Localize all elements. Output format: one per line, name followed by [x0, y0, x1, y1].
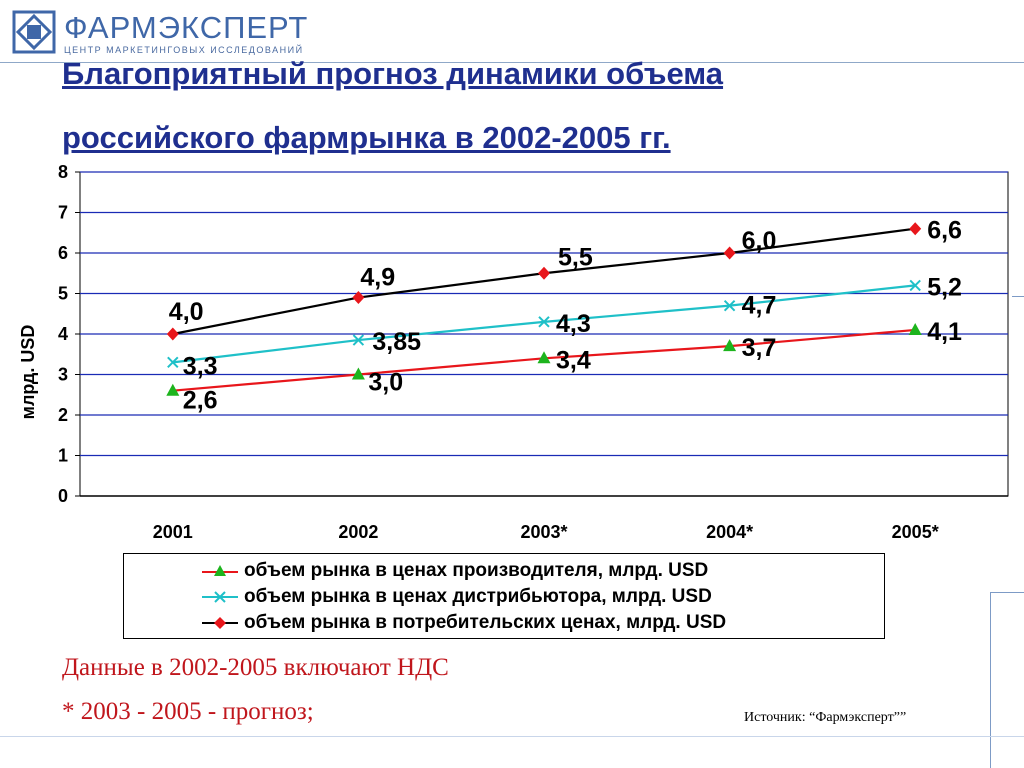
- legend-swatch-x-icon: [202, 591, 238, 603]
- data-point: [908, 322, 922, 335]
- brand-name: ФАРМЭКСПЕРТ: [64, 10, 309, 45]
- data-label: 3,7: [742, 334, 777, 362]
- x-tick-label: 2002: [338, 522, 378, 542]
- legend-label-distributor: объем рынка в ценах дистрибьютора, млрд.…: [244, 586, 712, 607]
- data-label: 3,3: [183, 352, 218, 380]
- data-label: 5,5: [558, 243, 593, 271]
- data-point: [352, 334, 365, 346]
- data-point-stroke: [723, 299, 736, 312]
- data-point: [538, 266, 550, 280]
- data-label: 5,2: [927, 273, 962, 301]
- data-point-stroke: [352, 334, 365, 346]
- source-caption: Источник: “Фармэксперт””: [744, 710, 907, 725]
- legend-item-producer: объем рынка в ценах производителя, млрд.…: [202, 558, 884, 584]
- data-label: 4,3: [556, 310, 591, 338]
- chart-legend: объем рынка в ценах производителя, млрд.…: [123, 553, 885, 639]
- data-point: [537, 351, 551, 364]
- page-title-line-2: российского фармрынка в 2002-2005 гг.: [62, 120, 671, 155]
- data-label: 4,9: [360, 264, 395, 292]
- data-labels: 2,6 3,0 3,4 3,7 4,1 3,3 3,85 4,3 4,7 5,2 4,0 4,9 5,5…: [169, 217, 962, 415]
- data-point-stroke: [167, 356, 179, 369]
- data-point: [166, 327, 179, 341]
- data-point: [351, 367, 365, 380]
- legend-label-producer: объем рынка в ценах производителя, млрд.…: [244, 560, 709, 581]
- data-point: [352, 291, 365, 305]
- legend-label-consumer: объем рынка в потребительских ценах, млр…: [244, 612, 727, 633]
- data-label: 2,6: [183, 387, 218, 415]
- header-band: ФАРМЭКСПЕРТ ЦЕНТР МАРКЕТИНГОВЫХ ИССЛЕДОВ…: [0, 0, 1024, 63]
- data-label: 4,7: [742, 292, 777, 320]
- data-point-stroke: [538, 316, 550, 328]
- y-tick-label: 4: [58, 324, 68, 344]
- data-point: [723, 299, 736, 312]
- data-label: 3,85: [372, 328, 421, 356]
- data-point: [167, 356, 179, 369]
- gridlines: [80, 171, 1008, 457]
- data-point-stroke: [909, 279, 921, 292]
- x-tick-label: 2001: [153, 522, 193, 542]
- axes: 0 1 2 3 4 5 6 7 8 2001 2002 2003* 2004* 2005*: [58, 162, 1008, 542]
- y-axis-label: млрд. USD: [18, 325, 38, 420]
- decorative-line: [990, 592, 1024, 593]
- data-label: 3,4: [556, 346, 591, 374]
- data-label: 6,0: [742, 227, 777, 255]
- page-title: Благоприятный прогноз динамики объема ро…: [62, 42, 962, 170]
- data-label: 4,1: [927, 318, 962, 346]
- decorative-line: [0, 736, 1024, 737]
- brand-subtitle: ЦЕНТР МАРКЕТИНГОВЫХ ИССЛЕДОВАНИЙ: [64, 45, 304, 55]
- y-tick-label: 3: [58, 365, 68, 385]
- y-tick-label: 0: [58, 486, 68, 506]
- legend-swatch-diamond-icon: [202, 617, 238, 629]
- data-point: [723, 246, 736, 260]
- x-tick-label: 2004*: [706, 522, 753, 542]
- decorative-line: [990, 592, 991, 768]
- y-tick-label: 7: [58, 203, 68, 223]
- data-point: [723, 339, 737, 352]
- note-forecast: * 2003 - 2005 - прогноз;: [62, 698, 314, 725]
- x-tick-label: 2005*: [892, 522, 939, 542]
- data-label: 6,6: [927, 217, 962, 245]
- data-label: 3,0: [368, 369, 403, 397]
- data-point: [909, 222, 922, 236]
- series-layer: [166, 222, 922, 396]
- legend-item-distributor: объем рынка в ценах дистрибьютора, млрд.…: [202, 584, 884, 610]
- data-label: 4,0: [169, 298, 204, 326]
- data-point: [538, 316, 550, 328]
- legend-item-consumer: объем рынка в потребительских ценах, млр…: [202, 610, 884, 636]
- line-chart: 0 1 2 3 4 5 6 7 8 2001 2002 2003* 2004* 2005* 2,6 3,0 3…: [18, 162, 1009, 542]
- y-tick-label: 6: [58, 243, 68, 263]
- x-tick-label: 2003*: [520, 522, 567, 542]
- y-tick-label: 5: [58, 284, 68, 304]
- y-tick-label: 2: [58, 405, 68, 425]
- decorative-line: [1012, 296, 1024, 297]
- note-vat: Данные в 2002-2005 включают НДС: [62, 654, 449, 681]
- data-point: [909, 279, 921, 292]
- data-point: [166, 383, 180, 396]
- brand-logo-icon: [12, 10, 56, 54]
- page-title-line-1: Благоприятный прогноз динамики объема: [62, 56, 724, 91]
- y-tick-label: 1: [58, 446, 68, 466]
- legend-swatch-triangle-icon: [202, 565, 238, 576]
- y-tick-label: 8: [58, 162, 68, 182]
